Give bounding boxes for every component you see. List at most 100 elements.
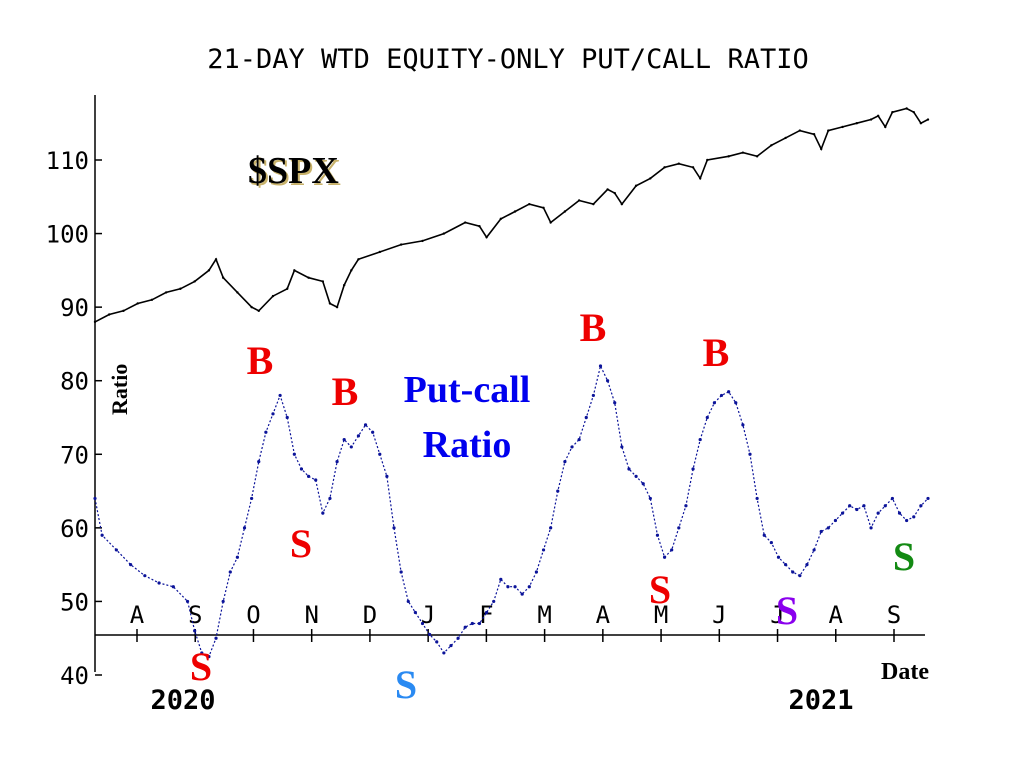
put-call-point — [677, 526, 681, 530]
spx-point — [677, 162, 681, 165]
put-call-point — [698, 437, 702, 442]
put-call-point — [371, 430, 375, 434]
spx-point — [328, 302, 332, 305]
put-call-point — [342, 437, 346, 442]
y-tick-label: 70 — [60, 441, 89, 469]
spx-point — [577, 199, 581, 202]
put-call-point — [143, 574, 147, 578]
spx-point — [741, 151, 745, 154]
put-call-point — [321, 511, 325, 515]
put-call-point — [399, 570, 403, 574]
put-call-point — [435, 640, 439, 644]
put-call-point — [541, 548, 546, 552]
x-tick-label: M — [654, 601, 668, 629]
spx-point — [286, 287, 289, 290]
chart-frame — [94, 95, 925, 672]
put-call-point — [128, 563, 133, 567]
put-call-point — [513, 585, 517, 589]
spx-point — [250, 305, 253, 309]
put-call-point — [271, 412, 275, 416]
put-call-point — [897, 511, 902, 515]
series-layer — [93, 107, 930, 659]
spx-point — [257, 309, 260, 313]
put-call-point — [413, 610, 417, 615]
put-call-point — [769, 540, 773, 545]
spx-point — [421, 239, 424, 243]
put-call-point — [819, 529, 823, 534]
put-call-point — [285, 415, 289, 420]
put-call-point — [506, 585, 510, 589]
put-call-point — [570, 445, 574, 449]
x-tick-label: M — [537, 601, 551, 629]
spx-point — [706, 158, 709, 162]
put-call-point — [805, 563, 809, 567]
put-call-point — [613, 401, 617, 405]
put-call-point — [185, 599, 190, 604]
spx-point — [649, 177, 652, 180]
put-call-point — [157, 581, 161, 585]
spx-point — [342, 283, 346, 287]
spx-point — [820, 147, 823, 151]
put-call-point — [584, 415, 588, 420]
put-call-point — [748, 452, 752, 456]
put-call-point — [442, 651, 446, 655]
spx-point — [499, 217, 503, 221]
y-tick-label: 40 — [60, 662, 89, 690]
put-call-point — [641, 482, 645, 486]
spx-point — [592, 202, 595, 206]
spx-annotation: $SPX — [248, 150, 339, 192]
buy-signal-dec-2020: B — [332, 369, 359, 414]
put-call-point — [456, 636, 460, 640]
spx-point — [478, 225, 481, 228]
spx-point — [350, 269, 353, 272]
put-call-point — [833, 518, 838, 523]
put-call-point — [919, 504, 923, 508]
put-call-point — [114, 548, 118, 552]
x-tick-label: N — [304, 601, 318, 629]
spx-point — [549, 221, 552, 224]
spx-point — [513, 210, 517, 213]
put-call-point — [634, 474, 638, 478]
put-call-point — [890, 496, 895, 501]
put-call-point — [499, 577, 503, 581]
put-call-point — [741, 423, 745, 427]
put-call-point — [335, 460, 339, 464]
put-call-point — [235, 555, 239, 559]
put-call-point — [214, 636, 218, 640]
x-tick-label: S — [188, 601, 202, 629]
y-tick-label: 100 — [46, 221, 89, 249]
put-call-point — [428, 632, 432, 637]
spx-point — [698, 177, 702, 180]
put-call-point — [470, 621, 474, 626]
spx-point — [136, 302, 139, 305]
put-call-point — [264, 430, 268, 434]
spx-point — [563, 210, 567, 213]
put-call-point — [719, 393, 724, 398]
x-tick-label: O — [246, 601, 260, 629]
put-call-point — [242, 526, 247, 530]
put-call-point — [449, 643, 453, 648]
put-call-point — [306, 474, 311, 478]
put-call-point — [591, 393, 595, 398]
y-axis-label: Ratio — [107, 364, 132, 415]
put-call-point — [755, 496, 759, 501]
spx-annotation-shadow: $SPX — [250, 152, 341, 194]
spx-point — [912, 110, 915, 114]
put-call-point — [727, 390, 731, 394]
sell-signal-sep-2020: S — [190, 644, 212, 689]
spx-point — [357, 258, 360, 261]
x-axis-label: Date — [881, 659, 929, 685]
put-call-point — [798, 574, 802, 578]
x-tick-label: A — [130, 601, 145, 629]
spx-point — [798, 129, 802, 132]
spx-point — [528, 202, 531, 206]
spx-point — [812, 133, 816, 136]
put-call-point — [349, 445, 353, 449]
spx-point — [442, 232, 446, 235]
put-call-point — [648, 496, 652, 501]
spx-point — [293, 269, 296, 272]
spx-point — [221, 276, 225, 279]
sell-signal-nov-2020: S — [290, 521, 312, 566]
